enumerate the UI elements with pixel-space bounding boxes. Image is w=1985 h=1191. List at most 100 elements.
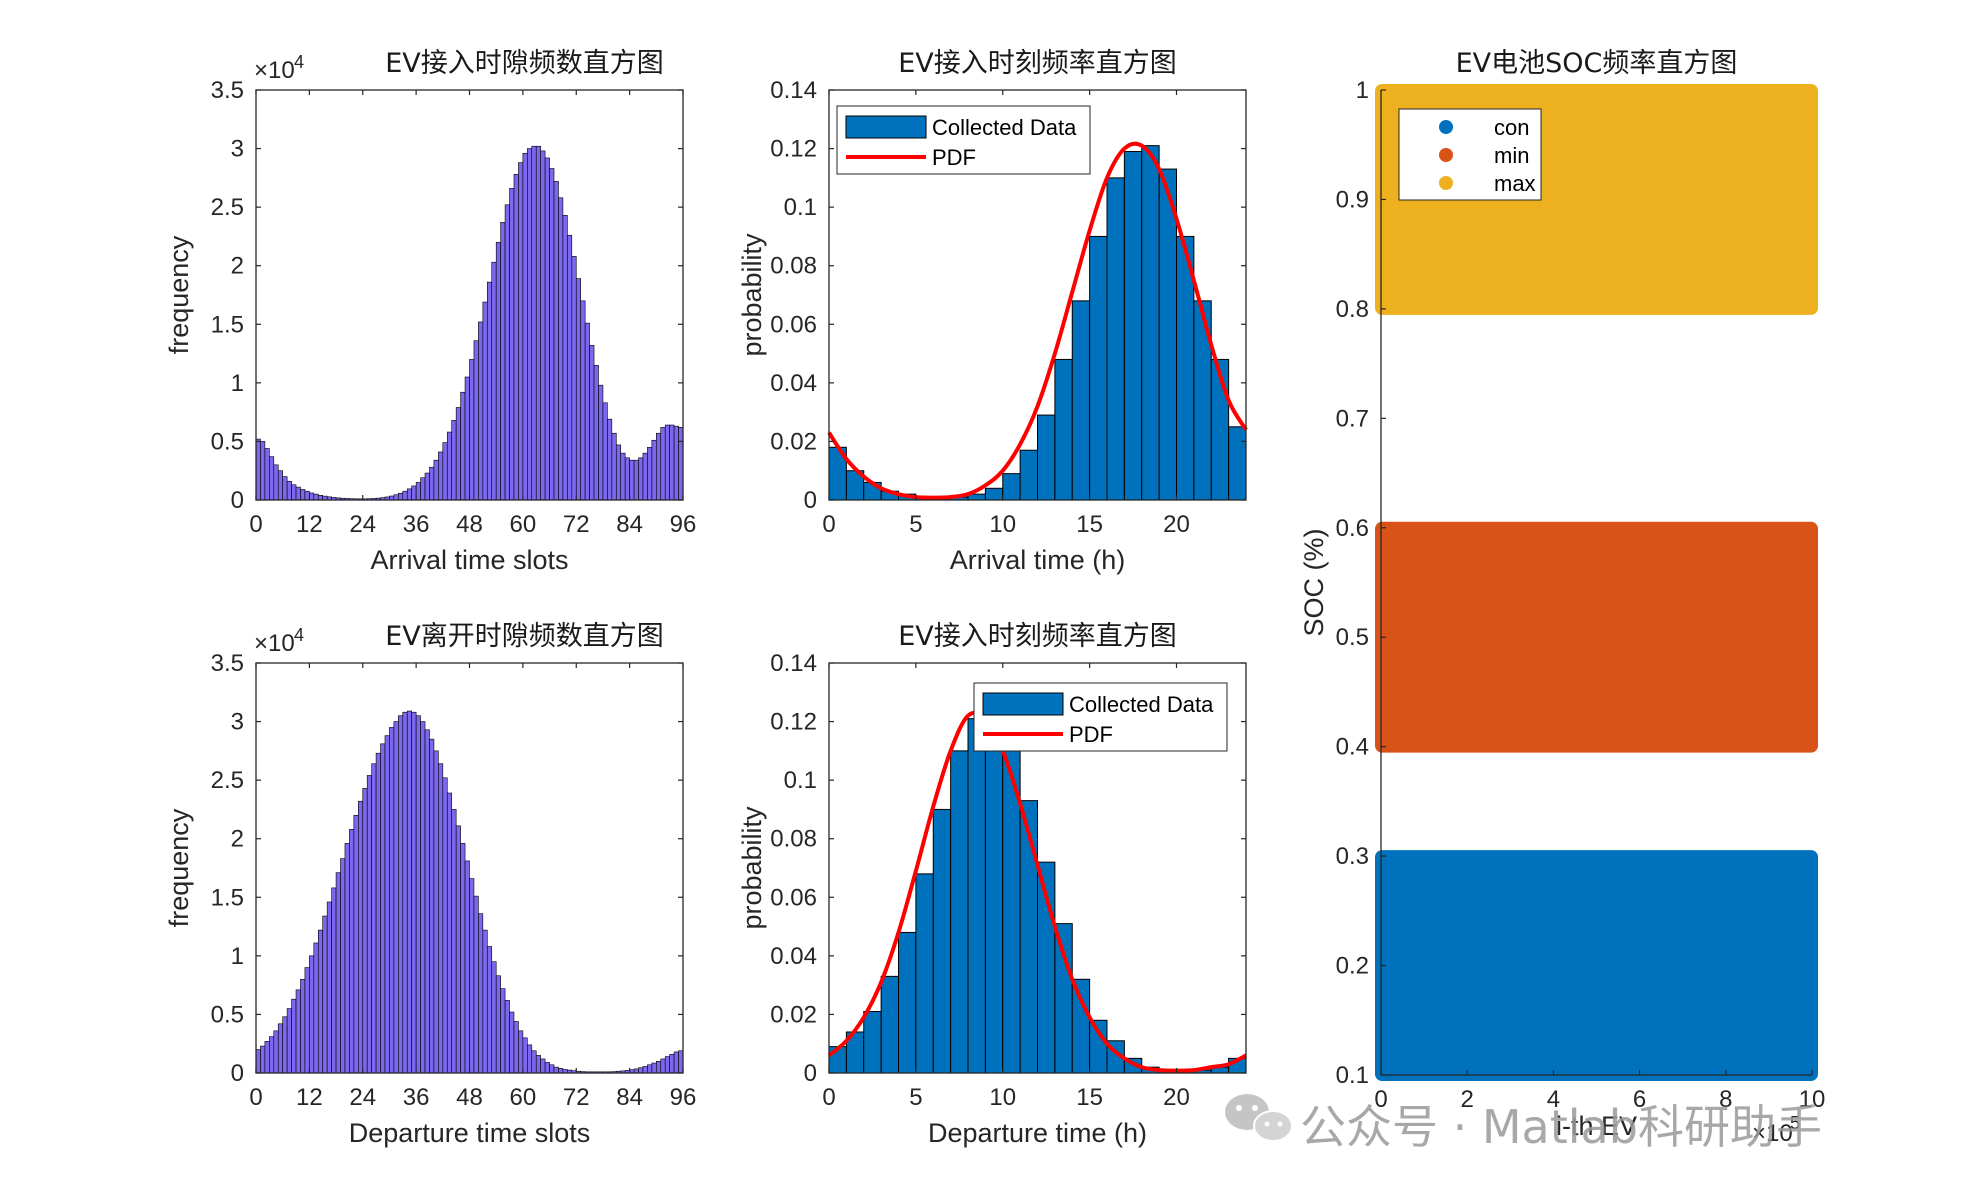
x-tick-label: 12	[296, 511, 323, 538]
x-tick-label: 15	[1076, 511, 1103, 538]
bar	[1071, 978, 1091, 1074]
bar	[562, 215, 568, 501]
legend-box	[1398, 108, 1542, 201]
bar	[593, 364, 599, 501]
bar	[660, 427, 666, 501]
y-ticks: 0 0.02 0.04 0.06 0.08 0.1 0.12 0.14	[770, 77, 1246, 514]
bar	[455, 825, 461, 1074]
bar	[513, 174, 519, 501]
x-tick-label: 5	[909, 511, 922, 538]
x-axis-label: Arrival time (h)	[950, 545, 1126, 575]
x-tick-label: 0	[249, 511, 262, 538]
x-tick-label: 8	[1719, 1086, 1732, 1113]
x-tick-label: 24	[349, 511, 376, 538]
legend-label-con: con	[1494, 115, 1529, 140]
bar	[898, 931, 917, 1074]
y-tick-label: 0.12	[770, 709, 817, 736]
plot-departure-slots: 0 12 24 36 48 60 72 84 96 0 0.5 1 1.5 2 2.5 3 3.5 EV离开时…	[164, 621, 696, 1148]
bar	[553, 181, 559, 501]
bar	[500, 222, 506, 501]
bar	[304, 967, 310, 1074]
legend-label-pdf: PDF	[1069, 722, 1113, 747]
bar	[433, 750, 439, 1074]
y-tick-label: 0.7	[1336, 405, 1369, 432]
exponent-label: ×10	[254, 630, 295, 657]
bar	[513, 1021, 519, 1074]
bar	[402, 490, 408, 501]
bar	[269, 1036, 275, 1074]
y-tick-label: 0.14	[770, 77, 817, 104]
bar	[642, 452, 648, 501]
bar	[602, 402, 608, 501]
x-tick-label: 2	[1461, 1086, 1474, 1113]
y-tick-label: 0.06	[770, 311, 817, 338]
bar	[558, 1068, 564, 1074]
x-tick-label: 84	[616, 511, 643, 538]
x-axis-label: i-th EV	[1556, 1111, 1637, 1141]
bar	[424, 729, 430, 1074]
bar	[273, 464, 279, 501]
y-tick-label: 0.8	[1336, 296, 1369, 323]
bar	[1141, 145, 1160, 501]
bar	[469, 359, 475, 501]
bar	[460, 391, 466, 501]
bar	[1089, 1019, 1108, 1074]
x-axis-label: Departure time slots	[349, 1118, 591, 1148]
bar	[429, 738, 435, 1074]
bar	[535, 1055, 541, 1074]
bar	[295, 486, 301, 501]
bar	[380, 743, 386, 1074]
legend: Collected Data PDF	[973, 682, 1228, 752]
legend-label-min: min	[1494, 143, 1529, 168]
plot-soc-scatter: 0 2 4 6 8 10 0.1 0.2 0.3 0.4 0.5 0.6 0.7 0.8 0.9 1 EV电…	[1299, 48, 1825, 1147]
bar	[326, 901, 332, 1074]
x-tick-label: 20	[1163, 1084, 1190, 1111]
bar	[393, 721, 399, 1074]
x-ticks: 0 12 24 36 48 60 72 84 96	[249, 663, 696, 1111]
bar	[398, 715, 404, 1074]
x-ticks: 0 2 4 6 8 10	[1374, 1070, 1825, 1113]
bar	[313, 942, 319, 1074]
bar	[353, 814, 359, 1074]
bar	[478, 321, 484, 501]
bar	[309, 955, 315, 1074]
bar	[486, 281, 493, 501]
legend-swatch-collected	[982, 692, 1064, 716]
bar	[638, 1067, 644, 1074]
bar	[255, 438, 261, 501]
bar	[291, 998, 297, 1074]
bar	[411, 711, 417, 1074]
y-tick-label: 2	[231, 253, 244, 280]
bar	[406, 488, 412, 501]
bar	[277, 470, 283, 501]
bar	[264, 1041, 270, 1074]
plot-title: EV接入时隙频数直方图	[385, 48, 664, 79]
bar	[358, 800, 364, 1074]
legend-label-collected: Collected Data	[932, 115, 1077, 140]
bar	[558, 197, 564, 501]
pdf-curve	[827, 141, 1248, 500]
bar	[984, 721, 1004, 1074]
bar	[469, 878, 475, 1074]
plot-arrival-slots: 0 12 24 36 48 60 72 84 96 0 0.5 1 1.5 2 2.5 3 3.5 EV接入时…	[164, 48, 696, 575]
bar	[282, 476, 288, 501]
bar	[863, 1011, 882, 1074]
y-tick-label: 0.02	[770, 428, 817, 455]
x-tick-label: 10	[989, 511, 1016, 538]
bar	[375, 752, 381, 1074]
bar	[1106, 177, 1125, 501]
y-tick-label: 0.08	[770, 826, 817, 853]
bar	[451, 420, 457, 501]
bar	[522, 1037, 528, 1074]
plot-departure-probability: 0 5 10 15 20 0 0.02 0.04 0.06 0.08 0.1 0.12 0.14 EV…	[737, 621, 1247, 1148]
bar	[1037, 414, 1056, 501]
bar	[544, 1062, 550, 1074]
x-tick-label: 96	[670, 511, 697, 538]
bar	[504, 1000, 510, 1074]
bar	[398, 492, 404, 501]
y-tick-label: 2.5	[211, 194, 244, 221]
bar	[389, 727, 395, 1074]
plot-title: EV接入时刻频率直方图	[898, 48, 1177, 79]
scatter-bands	[1375, 84, 1818, 1081]
bar	[615, 444, 622, 501]
